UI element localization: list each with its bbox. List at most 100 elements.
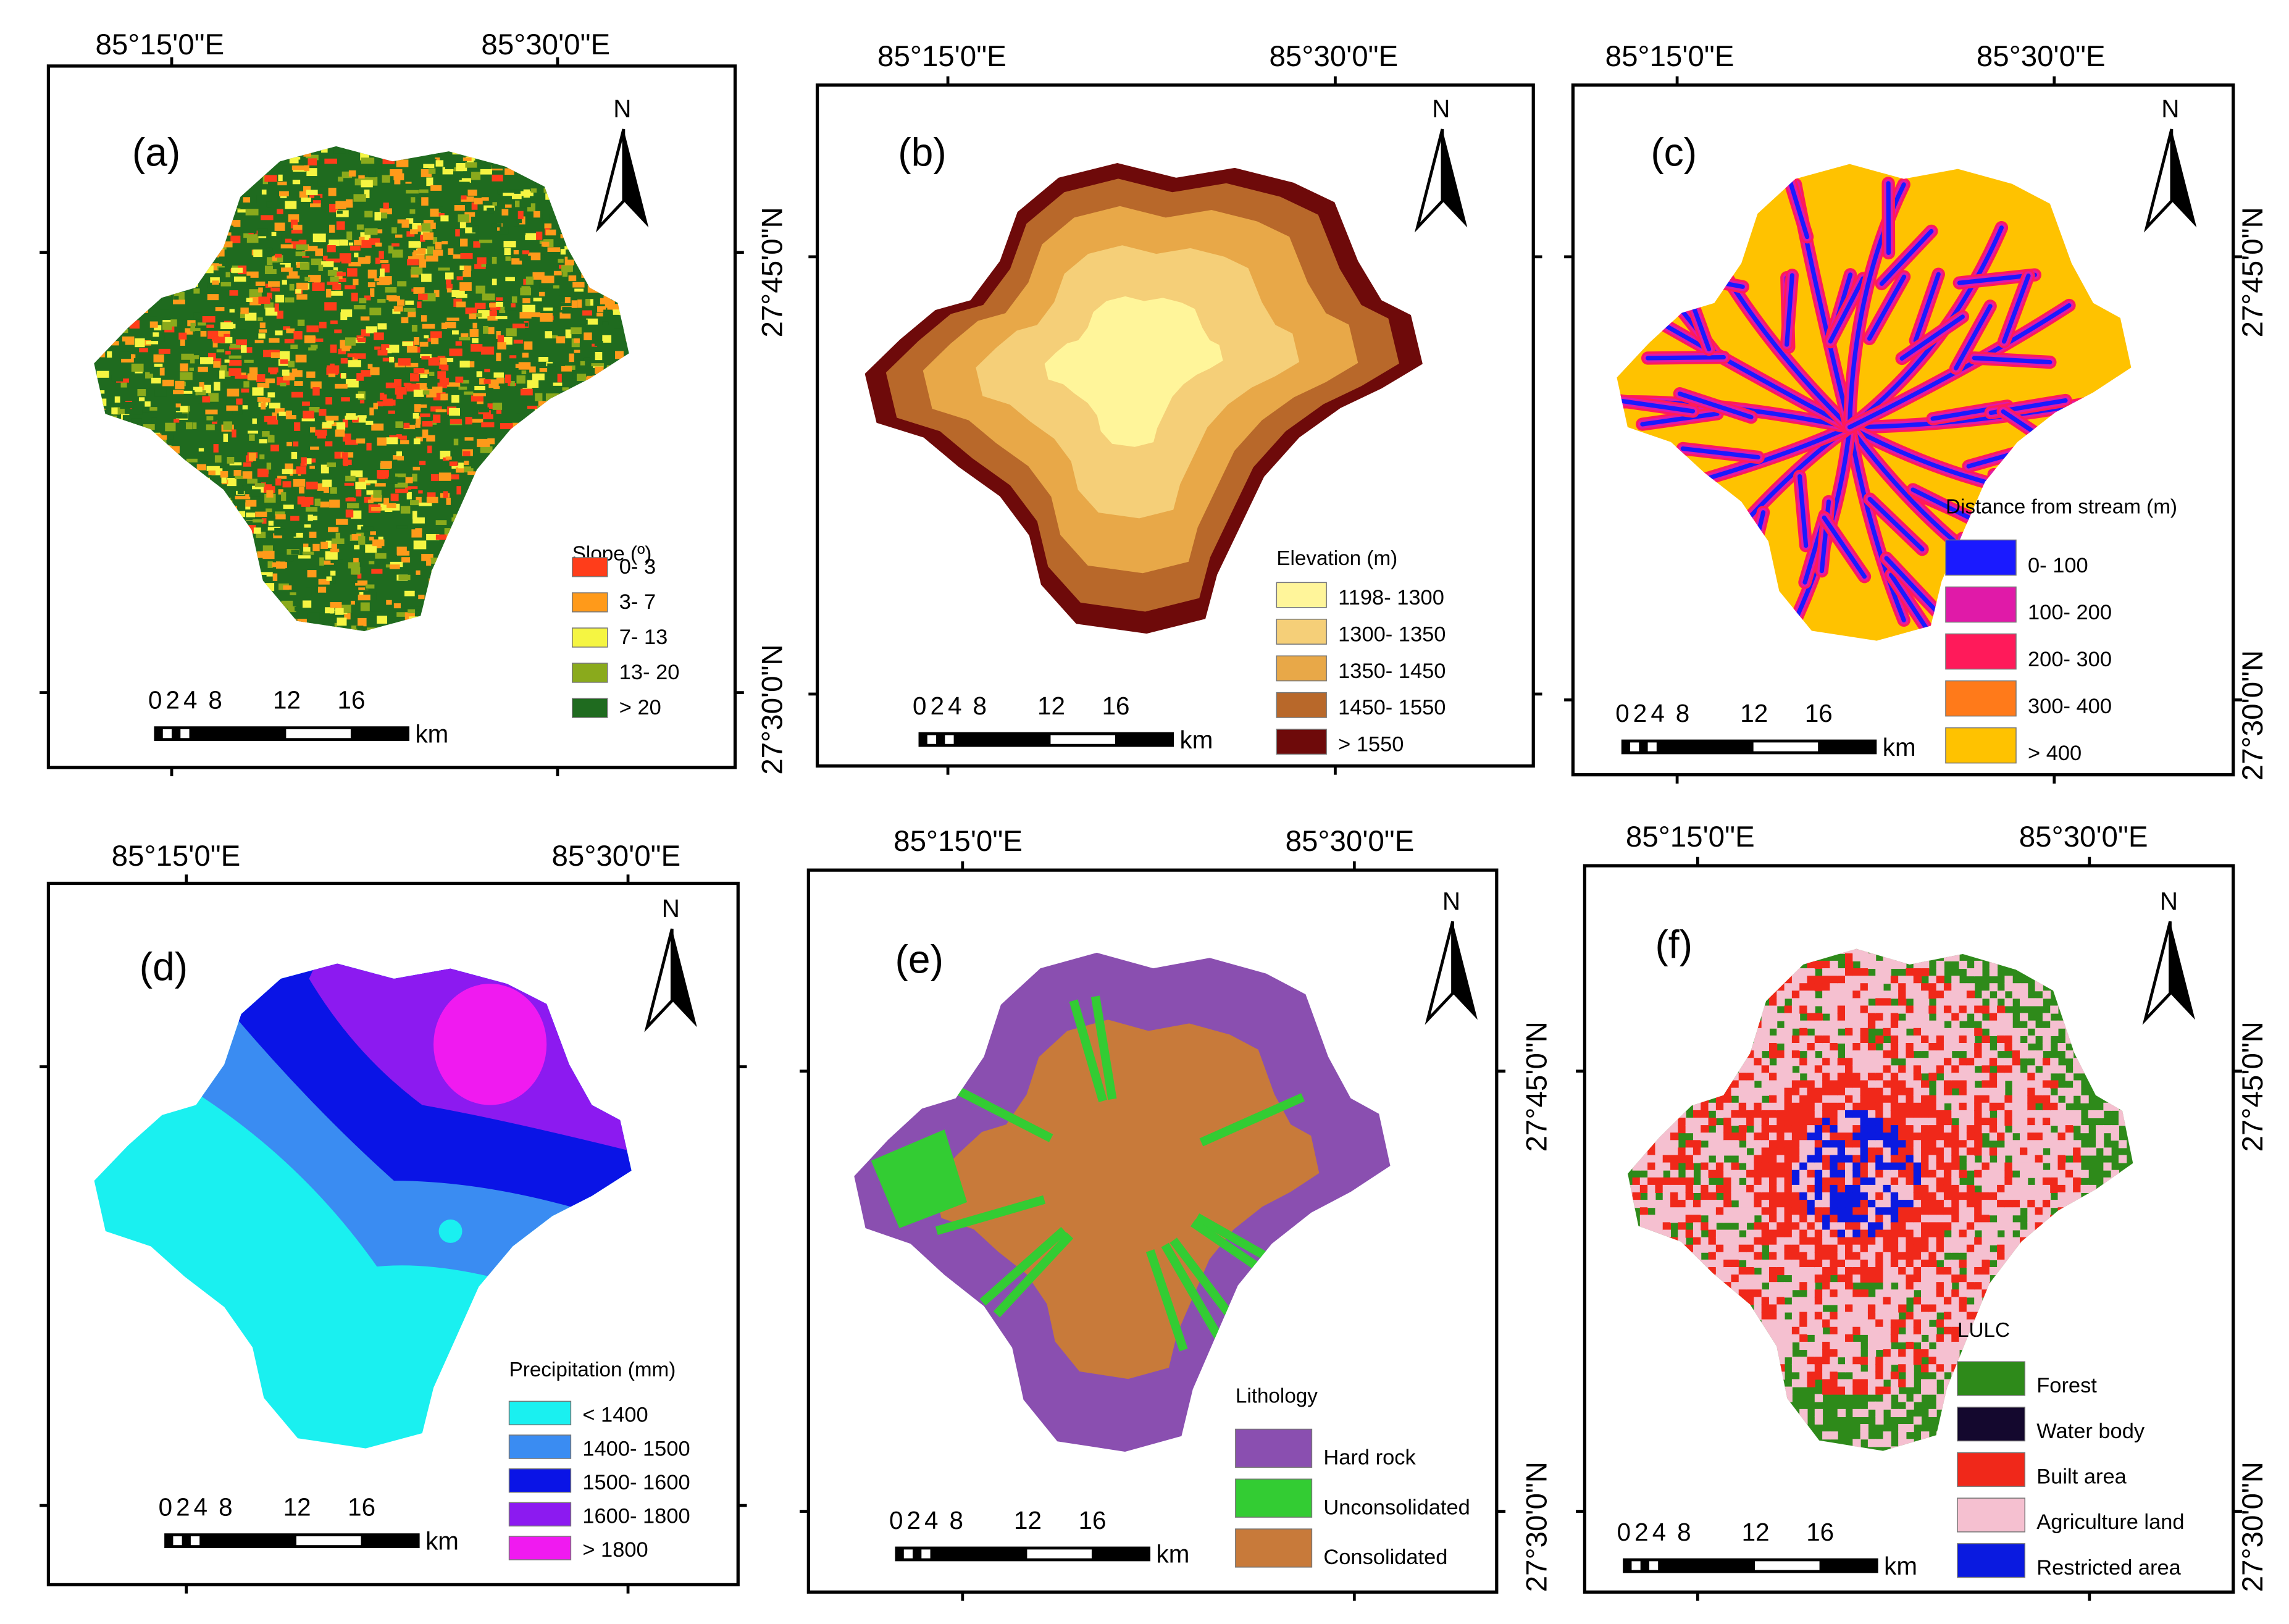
lulc-cell [1875,1155,1884,1163]
lulc-cell [1715,1259,1725,1268]
lulc-cell [1898,1408,1907,1417]
scale-tick-label: 12 [273,686,301,714]
lulc-cell [1906,1275,1914,1283]
lulc-cell [1708,1244,1717,1253]
slope-cell [408,311,416,317]
lulc-cell [1799,1058,1808,1066]
slope-cell [497,335,504,343]
slope-cell [200,330,207,337]
slope-cell [261,402,266,410]
slope-cell [303,547,311,552]
lulc-cell [1768,1289,1778,1298]
slope-cell [349,245,361,251]
lulc-cell [1754,1200,1762,1208]
slope-cell [462,157,472,161]
lulc-cell [1822,1035,1831,1044]
slope-cell [208,470,216,475]
slope-cell [435,409,447,412]
lulc-cell [1837,1341,1846,1350]
slope-cell [474,264,486,269]
lulc-cell [1791,1177,1801,1186]
lulc-cell [1875,968,1884,977]
scale-bar [154,726,409,742]
lulc-cell [1883,1252,1891,1260]
slope-cell [421,315,427,322]
lulc-cell [1799,1177,1808,1186]
slope-cell [413,540,427,550]
lulc-cell [1852,1125,1861,1134]
lulc-cell [1906,1013,1914,1021]
lulc-cell [1814,1252,1823,1260]
lulc-cell [1852,1357,1861,1365]
lulc-cell [1906,983,1914,992]
lulc-cell [1761,1058,1770,1066]
slope-cell [472,313,482,317]
lulc-cell [1837,1005,1846,1014]
lulc-cell [1913,1132,1922,1141]
slope-cell [423,164,435,169]
panel-label: (a) [132,130,180,175]
slope-cell [572,282,585,288]
slope-cell [540,312,553,322]
lulc-cell [1860,1087,1868,1096]
lulc-cell [1799,1229,1808,1238]
slope-cell [504,204,512,208]
north-label: N [2161,94,2179,123]
lulc-cell [1776,1118,1785,1126]
slope-cell [435,241,442,250]
lulc-cell [1913,1080,1922,1089]
slope-cell [244,359,254,363]
lulc-cell [1784,1170,1793,1178]
lulc-cell [1837,998,1846,1007]
lulc-cell [1852,983,1861,992]
slope-cell [333,164,341,170]
lulc-cell [1822,1073,1831,1081]
slope-cell [586,318,598,325]
slope-cell [420,354,432,358]
lulc-cell [1898,1222,1907,1231]
lulc-cell [1761,1028,1770,1036]
slope-cell [414,404,427,408]
lulc-cell [1799,1319,1808,1328]
lulc-cell [1738,1289,1747,1298]
slope-cell [405,177,414,182]
slope-cell [207,353,216,361]
slope-cell [373,490,382,498]
lulc-cell [1715,1125,1725,1134]
slope-cell [427,492,436,500]
slope-cell [286,442,292,446]
lulc-cell [1723,1102,1732,1111]
slope-cell [312,543,320,551]
lulc-cell [1875,1020,1884,1029]
slope-cell [415,528,422,532]
slope-cell [380,268,385,277]
slope-cell [235,375,248,379]
lulc-cell [1852,1326,1861,1335]
slope-cell [255,281,266,286]
lulc-cell [1890,1110,1899,1119]
lulc-cell [1776,1058,1785,1066]
lulc-cell [1746,1177,1755,1186]
slope-cell [274,255,283,262]
lulc-cell [1738,1080,1747,1089]
slope-cell [438,472,451,481]
lulc-cell [1898,1334,1907,1342]
slope-cell [235,199,241,209]
slope-cell [396,525,408,529]
slope-cell [286,328,295,333]
slope-cell [319,557,324,566]
lulc-cell [1807,1087,1815,1096]
north-arrow-icon [623,129,649,228]
slope-cell [420,374,428,378]
lulc-cell [1746,1073,1755,1081]
lulc-cell [1890,1252,1899,1260]
slope-cell [291,391,304,398]
lulc-cell [1632,1184,1641,1193]
lulc-cell [1830,1184,1838,1193]
slope-cell [430,337,439,345]
lulc-cell [1852,1229,1861,1238]
lulc-cell [1906,1177,1914,1186]
lulc-cell [1662,1155,1672,1163]
slope-cell [445,322,456,329]
